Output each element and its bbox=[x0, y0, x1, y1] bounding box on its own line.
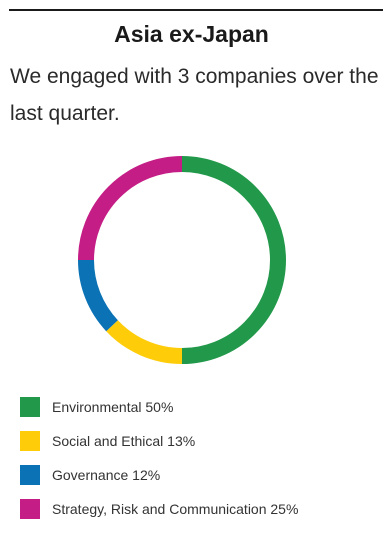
legend-item-governance: Governance 12% bbox=[20, 464, 380, 486]
donut-slice-social-ethical bbox=[106, 320, 183, 364]
top-divider bbox=[9, 9, 383, 11]
legend-swatch-strategy-risk bbox=[20, 499, 40, 519]
legend-label-governance: Governance 12% bbox=[52, 467, 161, 483]
donut-slice-governance bbox=[78, 259, 119, 332]
donut-chart bbox=[78, 156, 286, 364]
legend-label-strategy-risk: Strategy, Risk and Communication 25% bbox=[52, 501, 299, 517]
donut-slice-strategy-risk bbox=[78, 156, 183, 261]
legend-label-social-ethical: Social and Ethical 13% bbox=[52, 433, 196, 449]
legend-swatch-environmental bbox=[20, 397, 40, 417]
legend-label-environmental: Environmental 50% bbox=[52, 399, 174, 415]
legend-item-environmental: Environmental 50% bbox=[20, 396, 380, 418]
chart-legend: Environmental 50% Social and Ethical 13%… bbox=[20, 396, 380, 532]
donut-slice-environmental bbox=[181, 156, 286, 364]
legend-swatch-social-ethical bbox=[20, 431, 40, 451]
legend-item-strategy-risk: Strategy, Risk and Communication 25% bbox=[20, 498, 380, 520]
legend-swatch-governance bbox=[20, 465, 40, 485]
page-subtitle: We engaged with 3 companies over the las… bbox=[10, 65, 379, 125]
legend-item-social-ethical: Social and Ethical 13% bbox=[20, 430, 380, 452]
page-title: Asia ex-Japan bbox=[114, 21, 269, 47]
